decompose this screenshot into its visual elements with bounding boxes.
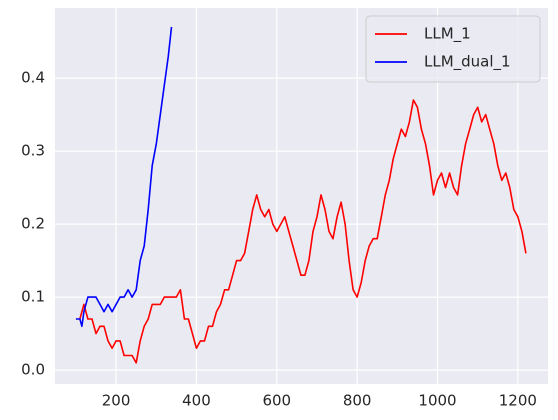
x-tick-label: 1200 (499, 392, 537, 410)
y-tick-label: 0.0 (21, 361, 45, 379)
x-tick-label: 400 (182, 392, 211, 410)
y-tick-label: 0.3 (21, 142, 45, 160)
y-tick-label: 0.4 (21, 69, 45, 87)
x-tick-label: 1000 (418, 392, 456, 410)
y-tick-label: 0.1 (21, 288, 45, 306)
x-tick-label: 800 (343, 392, 372, 410)
x-tick-label: 200 (102, 392, 131, 410)
line (79, 99, 527, 364)
line (75, 26, 173, 328)
y-tick-label: 0.2 (21, 215, 45, 233)
x-tick-label: 600 (262, 392, 291, 410)
legend-label: LLM_1 (424, 25, 471, 44)
legend-box (365, 15, 541, 83)
legend-label: LLM_dual_1 (424, 53, 511, 72)
